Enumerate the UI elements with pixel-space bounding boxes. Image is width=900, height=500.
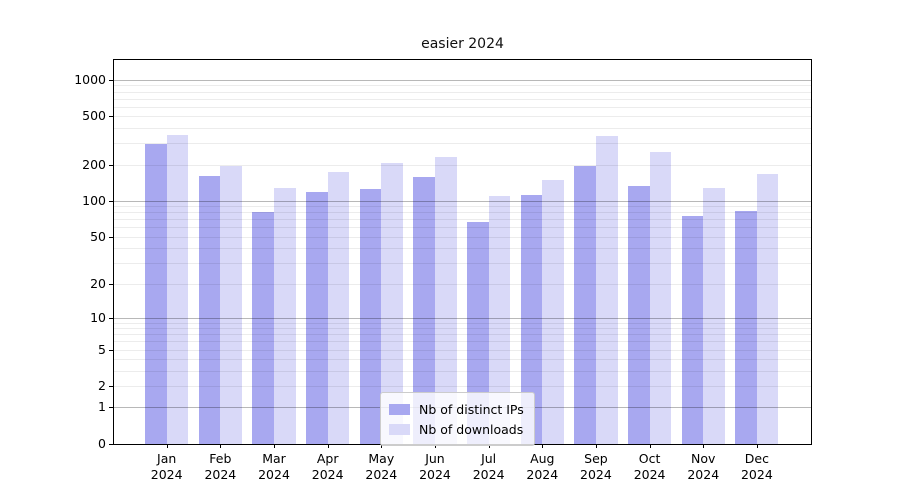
bar-apr-downloads (327, 172, 350, 444)
y-tick-label: 0 (98, 436, 106, 451)
y-tick-mark (109, 407, 113, 409)
bar-sep-ips (574, 165, 596, 444)
legend-item-downloads: Nb of downloads (389, 419, 524, 439)
bar-apr-ips (306, 191, 328, 444)
bar-aug-downloads (542, 179, 564, 444)
x-tick-mark (756, 444, 758, 448)
y-tick-label: 5 (98, 341, 106, 357)
y-tick-mark (109, 283, 113, 285)
x-tick-label-feb: Feb 2024 (204, 451, 237, 482)
x-tick-mark (434, 444, 436, 448)
bar-feb-ips (198, 175, 221, 444)
bar-nov-downloads (703, 188, 725, 444)
x-tick-mark (381, 444, 383, 448)
x-tick-mark (166, 444, 168, 448)
bar-jul-downloads (488, 196, 511, 444)
bar-mar-ips (252, 211, 274, 444)
y-tick-mark (109, 164, 113, 166)
x-tick-mark (649, 444, 651, 448)
y-tick-label: 500 (82, 108, 106, 124)
bar-jan-downloads (166, 134, 189, 444)
x-tick-mark (595, 444, 597, 448)
x-tick-label-jan: Jan 2024 (150, 451, 183, 482)
plot-area (113, 59, 812, 445)
bar-oct-downloads (649, 152, 672, 444)
y-tick-label: 1000 (74, 71, 106, 87)
y-tick-mark (109, 444, 113, 445)
legend-item-distinct-ips: Nb of distinct IPs (389, 399, 524, 419)
x-tick-label-apr: Apr 2024 (311, 451, 344, 482)
x-tick-mark (542, 444, 544, 448)
bar-dec-downloads (756, 173, 779, 444)
y-tick-label: 20 (90, 275, 106, 291)
bar-dec-ips (735, 211, 757, 444)
bar-nov-ips (681, 216, 704, 444)
bar-aug-ips (520, 194, 543, 444)
y-tick-mark (109, 200, 113, 202)
y-tick-mark (109, 79, 113, 81)
y-tick-label: 50 (90, 228, 106, 244)
y-tick-mark (109, 349, 113, 351)
y-tick-mark (109, 236, 113, 238)
bar-oct-ips (627, 185, 650, 444)
y-tick-label: 1 (98, 399, 106, 415)
x-tick-label-aug: Aug 2024 (526, 451, 559, 482)
x-tick-label-sep: Sep 2024 (580, 451, 612, 482)
bar-jul-ips (467, 221, 489, 444)
bar-mar-downloads (274, 187, 296, 444)
legend-swatch-distinct-ips (389, 403, 410, 415)
x-tick-label-mar: Mar 2024 (258, 451, 290, 482)
bar-jun-downloads (434, 157, 457, 444)
bar-feb-downloads (220, 166, 242, 444)
y-tick-label: 2 (98, 378, 106, 394)
y-tick-label: 10 (90, 309, 106, 325)
bars-layer (114, 60, 811, 444)
legend: Nb of distinct IPs Nb of downloads (380, 392, 535, 446)
x-tick-label-dec: Dec 2024 (740, 451, 773, 482)
legend-swatch-downloads (389, 423, 410, 435)
x-tick-label-nov: Nov 2024 (687, 451, 720, 482)
x-tick-label-oct: Oct 2024 (633, 451, 666, 482)
x-tick-mark (327, 444, 329, 448)
y-tick-label: 100 (82, 192, 106, 208)
bar-jun-ips (413, 176, 435, 444)
bar-may-ips (359, 189, 382, 444)
legend-label: Nb of downloads (419, 421, 524, 437)
x-tick-mark (220, 444, 222, 448)
y-tick-label: 200 (82, 156, 106, 172)
y-tick-mark (109, 386, 113, 388)
y-tick-mark (109, 317, 113, 319)
x-tick-label-jul: Jul 2024 (472, 451, 505, 482)
bar-jan-ips (145, 143, 167, 444)
y-tick-mark (109, 116, 113, 118)
chart-title: easier 2024 (421, 36, 504, 52)
x-tick-label-jun: Jun 2024 (419, 451, 451, 482)
bar-may-downloads (381, 163, 403, 444)
x-tick-mark (488, 444, 490, 448)
bar-sep-downloads (595, 135, 618, 444)
legend-label: Nb of distinct IPs (419, 401, 524, 417)
x-tick-mark (274, 444, 275, 448)
x-tick-mark (703, 444, 705, 448)
x-tick-label-may: May 2024 (365, 451, 398, 482)
